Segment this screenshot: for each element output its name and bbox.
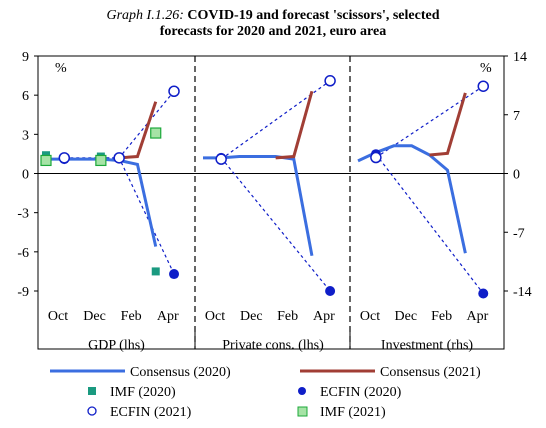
imf-2021-marker [150, 127, 162, 139]
imf-2021-marker [95, 154, 107, 167]
panel-label: Private cons. (lhs) [222, 338, 324, 353]
x-tick-label: Apr [157, 309, 179, 324]
legend-label: ECFIN (2021) [110, 405, 192, 420]
x-tick-label: Feb [121, 309, 142, 324]
title-prefix: Graph I.1.26: [106, 8, 184, 23]
legend-swatch [298, 387, 306, 395]
ecfin-2021-marker [215, 153, 227, 165]
ecfin-2021-marker [58, 152, 71, 164]
right-axis-tick-label: -7 [513, 226, 525, 241]
left-axis-tick-label: 9 [22, 50, 29, 65]
legend-label: Consensus (2021) [380, 365, 481, 380]
x-tick-label: Feb [431, 309, 452, 324]
plot-frame [37, 55, 505, 350]
legend-swatch [88, 387, 96, 395]
x-tick-label: Dec [83, 309, 106, 324]
x-tick-label: Oct [205, 309, 225, 324]
right-axis-unit: % [480, 61, 492, 76]
ecfin-dashed-connector [64, 157, 175, 275]
legend-label: IMF (2020) [110, 385, 176, 400]
title-line-2: forecasts for 2020 and 2021, euro area [159, 24, 387, 39]
panel-label: GDP (lhs) [88, 338, 145, 353]
right-axis-tick-label: 0 [513, 168, 520, 183]
consensus-2020-line [203, 155, 314, 257]
left-axis-tick-label: 0 [22, 168, 29, 183]
consensus-2021-line [275, 90, 314, 160]
imf-2020-marker [151, 267, 160, 276]
x-tick-label: Apr [466, 309, 488, 324]
right-axis-tick-label: 7 [513, 109, 520, 124]
ecfin-2021-marker [477, 80, 490, 92]
consensus-2021-line [429, 92, 467, 157]
x-tick-label: Dec [240, 309, 263, 324]
ecfin-dashed-connector [375, 153, 484, 294]
left-axis-tick-label: 3 [22, 128, 29, 143]
ecfin-dashed-connector [220, 157, 331, 292]
consensus-2021-line [119, 101, 158, 160]
x-tick-label: Oct [360, 309, 380, 324]
chart-title: Graph I.1.26: COVID-19 and forecast 'sci… [0, 8, 546, 40]
ecfin-2020-marker [169, 269, 180, 280]
x-tick-label: Apr [313, 309, 335, 324]
ecfin-2020-marker [325, 286, 336, 296]
panel-label: Investment (rhs) [381, 338, 473, 353]
ecfin-2021-marker [324, 75, 336, 87]
ecfin-dashed-connector [220, 80, 331, 160]
imf-2021-marker [40, 154, 52, 167]
x-tick-label: Oct [48, 309, 68, 324]
legend-label: ECFIN (2020) [320, 385, 402, 400]
legend-swatch [297, 406, 308, 417]
left-axis-tick-label: -9 [17, 285, 29, 300]
left-axis-unit: % [55, 61, 67, 76]
ecfin-2021-marker [168, 85, 180, 97]
right-axis-tick-label: -14 [513, 285, 532, 300]
left-axis-tick-label: -3 [17, 207, 29, 222]
legend-swatch [87, 406, 97, 416]
x-tick-label: Dec [395, 309, 418, 324]
legend-label: IMF (2021) [320, 405, 386, 420]
title-line-1: COVID-19 and forecast 'scissors', select… [187, 8, 440, 23]
ecfin-2020-marker [478, 288, 489, 299]
left-axis-tick-label: 6 [22, 89, 29, 104]
left-axis-tick-label: -6 [17, 246, 29, 261]
ecfin-2021-marker [113, 152, 125, 164]
ecfin-2021-marker [370, 151, 382, 164]
legend-label: Consensus (2020) [130, 365, 231, 380]
x-tick-label: Feb [277, 309, 298, 324]
ecfin-dashed-connector [64, 90, 175, 159]
consensus-2020-line [46, 157, 158, 247]
right-axis-tick-label: 14 [513, 50, 527, 65]
